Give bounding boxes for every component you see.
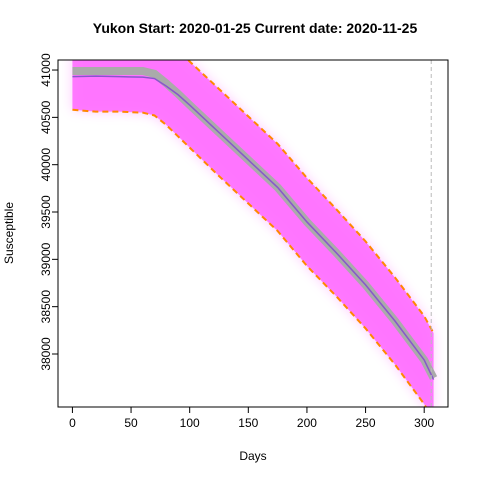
series-line bbox=[72, 75, 435, 380]
y-tick-label: 39000 bbox=[39, 242, 53, 276]
series-line bbox=[72, 108, 428, 407]
x-tick-label: 250 bbox=[356, 416, 376, 430]
y-axis-label: Susceptible bbox=[2, 202, 16, 264]
plot-frame bbox=[57, 59, 449, 408]
y-tick-label: 41000 bbox=[39, 53, 53, 87]
x-tick-label: 100 bbox=[180, 416, 200, 430]
x-axis-label: Days bbox=[239, 449, 266, 463]
plot-area bbox=[72, 60, 438, 407]
y-tick-label: 38000 bbox=[39, 337, 53, 371]
series-line bbox=[186, 60, 435, 334]
x-tick-label: 300 bbox=[414, 416, 434, 430]
y-tick-label: 40500 bbox=[39, 100, 53, 134]
y-tick-label: 39500 bbox=[39, 195, 53, 229]
spread-band-core bbox=[72, 60, 434, 407]
x-tick-label: 150 bbox=[238, 416, 258, 430]
chart-title: Yukon Start: 2020-01-25 Current date: 20… bbox=[93, 20, 418, 36]
y-tick-label: 38500 bbox=[39, 290, 53, 324]
x-tick-label: 50 bbox=[124, 416, 138, 430]
y-tick-label: 40000 bbox=[39, 148, 53, 182]
x-tick-label: 0 bbox=[69, 416, 76, 430]
x-tick-label: 200 bbox=[297, 416, 317, 430]
